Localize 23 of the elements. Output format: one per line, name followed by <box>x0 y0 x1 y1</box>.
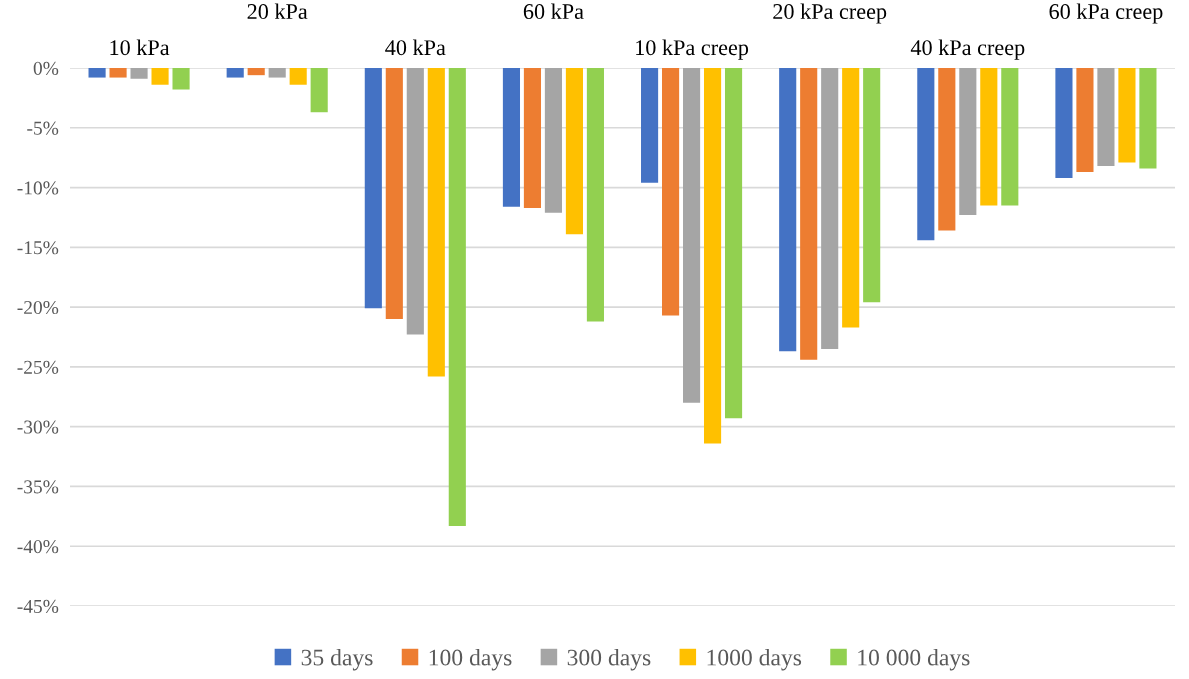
legend-label: 300 days <box>567 648 651 671</box>
legend-label: 1000 days <box>707 648 802 671</box>
y-tick-label: -40% <box>17 540 59 554</box>
y-tick-label: -25% <box>17 360 59 374</box>
y-tick-label: -20% <box>17 300 59 315</box>
y-tick-label: -10% <box>17 181 59 195</box>
x-tick-label: 20 kPa <box>247 3 308 20</box>
legend-label: 35 days <box>301 648 373 671</box>
y-tick-label: -5% <box>27 121 59 135</box>
legend-label: 10 000 days <box>858 648 970 671</box>
y-tick-label: 0% <box>33 61 59 75</box>
x-tick-label: 40 kPa creep <box>910 39 1025 60</box>
x-tick-label: 10 kPa <box>110 39 170 56</box>
y-tick-label: -30% <box>17 420 59 434</box>
x-tick-label: 40 kPa <box>385 39 446 56</box>
x-tick-label: 60 kPa creep <box>1049 3 1163 24</box>
x-tick-label: 60 kPa <box>523 3 584 20</box>
y-tick-label: -45% <box>17 599 59 613</box>
y-tick-label: -35% <box>17 480 59 494</box>
y-tick-label: -15% <box>17 241 59 255</box>
x-tick-label: 20 kPa creep <box>773 3 887 24</box>
x-tick-label: 10 kPa creep <box>636 39 749 60</box>
legend-label: 100 days <box>429 648 512 671</box>
